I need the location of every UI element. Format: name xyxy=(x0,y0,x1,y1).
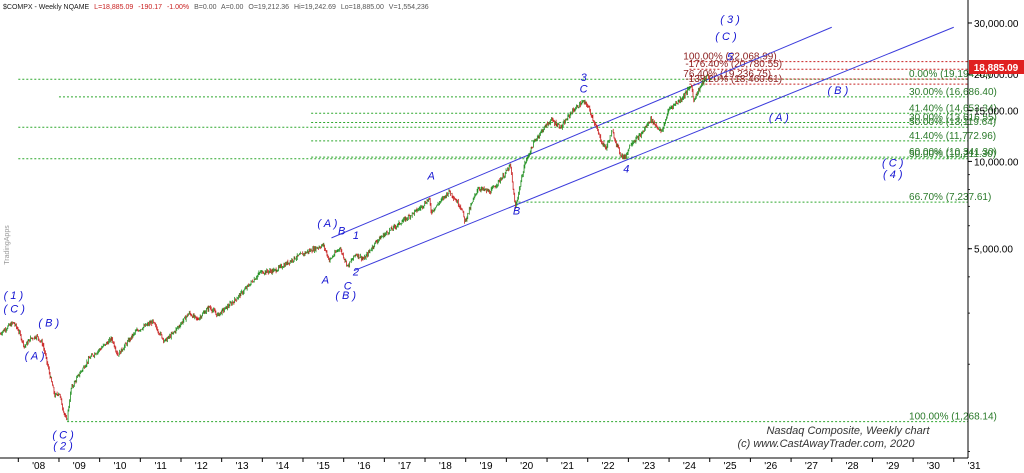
wave-label-8: 1 xyxy=(353,230,359,242)
trend-channel xyxy=(331,26,954,272)
y-tick-label-3: 10,000.00 xyxy=(974,157,1019,168)
x-tick-label-4: '12 xyxy=(195,461,208,472)
header-bid: B=0.00 xyxy=(194,4,216,11)
x-tick-label-1: '09 xyxy=(73,461,86,472)
x-tick-label-16: '24 xyxy=(683,461,696,472)
wave-label-15: 3 xyxy=(581,72,588,84)
x-tick-label-11: '19 xyxy=(480,461,493,472)
fib-red-label-0: 100.00% (22,068.99) xyxy=(683,52,776,63)
wave-label-18: ( 3 ) xyxy=(720,14,740,26)
x-tick-label-6: '14 xyxy=(276,461,289,472)
wave-label-21: ( B ) xyxy=(827,85,848,97)
wave-label-10: A xyxy=(321,274,329,286)
header-symbol: $COMPX - Weekly NQAME xyxy=(3,4,90,11)
header-change: -190.17 xyxy=(138,4,162,11)
fib-red-label-3: -138.20% (18,460.61) xyxy=(685,74,782,85)
fib-red-label-2: 76.40% (19,236.75) xyxy=(683,69,771,80)
fib-label-9: 100.00% (1,268.14) xyxy=(909,412,997,423)
x-tick-label-15: '23 xyxy=(642,461,655,472)
svg-text:$COMPX - Weekly NQAME L=: $COMPX - Weekly NQAME L=18,885.09 -190.1… xyxy=(3,4,429,11)
fib-label-6: 60.00% (10,341.30) xyxy=(909,147,997,158)
fib-label-4: 50.00% (13,119.64) xyxy=(909,117,996,128)
fib-label-3: 30.00% (13,616.55) xyxy=(909,113,997,124)
x-tick-label-22: '30 xyxy=(927,461,940,472)
wave-label-9: 2 xyxy=(352,266,359,278)
x-tick-label-20: '28 xyxy=(846,461,859,472)
watermark: TradingApps xyxy=(4,225,11,265)
chart-header: $COMPX - Weekly NQAME L=18,885.09 -190.1… xyxy=(3,4,429,11)
x-tick-label-21: '29 xyxy=(886,461,899,472)
annotation-copyright: (c) www.CastAwayTrader.com, 2020 xyxy=(737,438,915,450)
y-tick-label-2: 15,000.00 xyxy=(974,106,1019,117)
price-tag-label: 18,885.09 xyxy=(974,63,1019,74)
wave-label-11: C xyxy=(344,280,352,292)
wave-label-5: ( 2 ) xyxy=(53,441,73,453)
fib-red-label-1: -176.40% (20,780.55) xyxy=(685,59,782,70)
wave-label-14: B xyxy=(513,206,520,218)
x-tick-label-17: '25 xyxy=(724,461,737,472)
fib-label-5: 41.40% (11,772.96) xyxy=(909,131,996,142)
x-tick-label-8: '16 xyxy=(357,461,370,472)
fib-label-8: 66.70% (7,237.61) xyxy=(909,192,991,203)
wave-label-0: ( 1 ) xyxy=(4,290,24,302)
y-tick-label-4: 5,000.00 xyxy=(974,245,1013,256)
fib-levels: 0.00% (19,194.45) 30.00% (16,686.40) 41.40… xyxy=(18,52,997,423)
wave-label-23: ( C ) xyxy=(882,158,904,170)
x-tick-label-19: '27 xyxy=(805,461,818,472)
fib-label-2: 41.40% (14,653.34) xyxy=(909,103,997,114)
price-tag-box xyxy=(969,60,1024,74)
x-tick-label-3: '11 xyxy=(155,461,168,472)
x-tick-label-9: '17 xyxy=(398,461,411,472)
wave-label-20: 5 xyxy=(727,51,734,63)
header-volume: V=1,554,236 xyxy=(389,4,429,11)
wave-label-24: ( 4 ) xyxy=(883,169,903,181)
fib-label-7: 50.00% (10,211.30) xyxy=(909,149,996,160)
current-price-tag: 18,885.09 xyxy=(969,60,1024,74)
wave-label-17: 4 xyxy=(623,164,629,176)
wave-label-7: B xyxy=(338,225,345,237)
wave-label-3: ( A ) xyxy=(25,350,45,362)
wave-label-22: ( A ) xyxy=(769,112,789,124)
channel-line-0 xyxy=(331,26,832,239)
wave-label-16: C xyxy=(580,83,588,95)
fib-label-1: 30.00% (16,686.40) xyxy=(909,87,997,98)
x-tick-label-5: '13 xyxy=(235,461,248,472)
x-axis: '08 '09 '10 '11 '12 '13 '14 '15 '16 '17 '18 '19 '20 '… xyxy=(17,458,981,472)
wave-label-12: ( B ) xyxy=(335,290,356,302)
wave-labels: ( 1 )( C )( B )( A )( C )( 2 )( A )B 12AC… xyxy=(4,14,904,453)
header-high: Hi=19,242.69 xyxy=(294,4,336,11)
x-tick-label-7: '15 xyxy=(317,461,330,472)
header-ask: A=0.00 xyxy=(221,4,243,11)
wave-label-13: A xyxy=(426,171,434,183)
header-open: O=19,212.36 xyxy=(248,4,289,11)
header-last: L=18,885.09 xyxy=(94,4,133,11)
x-tick-label-18: '26 xyxy=(764,461,777,472)
y-tick-label-0: 30,000.00 xyxy=(974,19,1019,30)
header-low: Lo=18,885.00 xyxy=(341,4,384,11)
wave-label-19: ( C ) xyxy=(715,31,737,43)
x-tick-label-23: '31 xyxy=(968,461,981,472)
y-tick-label-1: 20,000.00 xyxy=(974,70,1019,81)
header-change-pct: -1.00% xyxy=(167,4,189,11)
x-tick-label-12: '20 xyxy=(520,461,533,472)
x-tick-label-13: '21 xyxy=(561,461,574,472)
y-axis: 30,000.00 20,000.00 15,000.00 10,000.00 5,00… xyxy=(968,19,1019,452)
x-tick-label-0: '08 xyxy=(32,461,45,472)
fib-label-0: 0.00% (19,194.45) xyxy=(909,69,991,80)
channel-line-1 xyxy=(353,26,954,272)
x-tick-label-14: '22 xyxy=(602,461,615,472)
wave-label-2: ( B ) xyxy=(38,317,59,329)
wave-label-4: ( C ) xyxy=(52,429,74,441)
annotation-title: Nasdaq Composite, Weekly chart xyxy=(766,425,930,437)
price-candles xyxy=(0,73,711,422)
wave-label-6: ( A ) xyxy=(317,218,337,230)
wave-label-1: ( C ) xyxy=(4,303,26,315)
x-tick-label-10: '18 xyxy=(439,461,452,472)
x-tick-label-2: '10 xyxy=(113,461,126,472)
